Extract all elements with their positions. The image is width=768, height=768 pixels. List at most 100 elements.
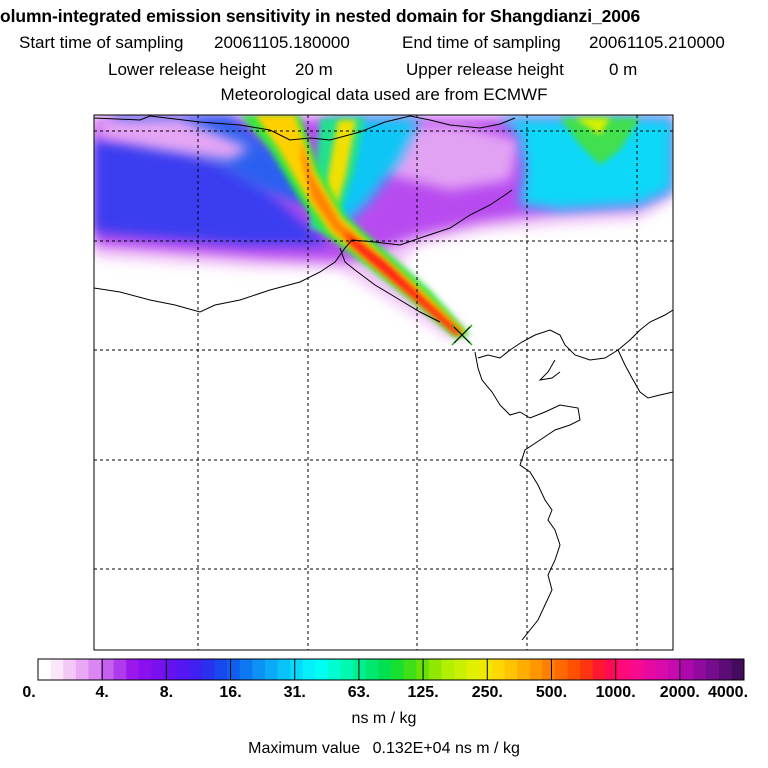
colorbar-cell: [718, 659, 732, 680]
coast-bohai: [474, 351, 581, 641]
colorbar-cell: [88, 659, 102, 680]
plot-title: olumn-integrated emission sensitivity in…: [0, 6, 641, 26]
colorbar-cell: [630, 659, 644, 680]
met-data-source: Meteorological data used are from ECMWF: [220, 85, 548, 104]
colorbar-cell: [353, 659, 367, 680]
colorbar-cell: [277, 659, 291, 680]
coast-liaodong: [477, 309, 673, 361]
colorbar-cell: [428, 659, 442, 680]
colorbar-cell: [38, 659, 52, 680]
plume-red-core: [345, 232, 462, 334]
colorbar-cell: [290, 659, 304, 680]
max-value-number: 0.132E+04: [372, 740, 451, 757]
colorbar-cell: [643, 659, 657, 680]
maximum-value: Maximum value 0.132E+04 ns m / kg: [0, 740, 768, 758]
colorbar-cell: [391, 659, 405, 680]
colorbar-cell: [176, 659, 190, 680]
colorbar-cell: [567, 659, 581, 680]
colorbar-frame: [37, 658, 745, 681]
colorbar-cells: [38, 659, 745, 680]
colorbar-cell: [479, 659, 493, 680]
colorbar-cell: [617, 659, 631, 680]
colorbar-cell: [466, 659, 480, 680]
colorbar-cell: [239, 659, 253, 680]
border-mongolia-south: [94, 189, 513, 313]
colorbar-cell: [315, 659, 329, 680]
colorbar-cell: [365, 659, 379, 680]
colorbar-cell: [529, 659, 543, 680]
colorbar-tick-label: 250.: [471, 684, 503, 701]
colorbar-cell: [75, 659, 89, 680]
lower-height-label: Lower release height: [108, 60, 266, 79]
end-time-value: 20061105.210000: [589, 33, 725, 52]
border-segment: [339, 247, 441, 323]
colorbar-tick-label: 4.: [95, 684, 109, 701]
colorbar-cell: [592, 659, 606, 680]
colorbar-tick-label: 63.: [347, 684, 371, 701]
colorbar-cell: [441, 659, 455, 680]
colorbar-cell: [454, 659, 468, 680]
colorbar-major-dividers: [101, 659, 681, 680]
colorbar-cell: [63, 659, 77, 680]
colorbar-cell: [302, 659, 316, 680]
sensitivity-blue-west: [94, 140, 330, 245]
colorbar-cell: [327, 659, 341, 680]
sensitivity-green-ne: [560, 118, 640, 165]
colorbar-cell: [151, 659, 165, 680]
colorbar-cell: [126, 659, 140, 680]
start-time-value: 20061105.180000: [214, 33, 350, 52]
start-time-label: Start time of sampling: [19, 33, 184, 52]
colorbar-cell: [201, 659, 215, 680]
upper-height-label: Upper release height: [406, 60, 564, 79]
max-value-units: ns m / kg: [454, 740, 520, 757]
colorbar-cell: [214, 659, 228, 680]
colorbar-cell: [504, 659, 518, 680]
colorbar-tick-label: 1000.: [595, 684, 636, 701]
colorbar-cell: [264, 659, 278, 680]
coastlines-borders: [94, 115, 673, 641]
colorbar-cell: [605, 659, 619, 680]
colorbar-tick-label: 125.: [407, 684, 439, 701]
colorbar-cell: [693, 659, 707, 680]
colorbar-tick-label: 0.: [22, 684, 36, 701]
colorbar-cell: [403, 659, 417, 680]
coast-korea: [617, 349, 673, 399]
colorbar-units: ns m / kg: [351, 710, 417, 727]
border-north: [94, 115, 516, 141]
colorbar-cell: [378, 659, 392, 680]
upper-height-value: 0 m: [609, 60, 638, 79]
colorbar-cell: [340, 659, 354, 680]
colorbar-cell: [101, 659, 115, 680]
max-value-label: Maximum value: [248, 740, 361, 757]
colorbar-tick-label: 16.: [219, 684, 242, 701]
colorbar-tick-label: 500.: [535, 684, 568, 701]
colorbar-cell: [491, 659, 505, 680]
colorbar-cell: [655, 659, 669, 680]
colorbar-cell: [227, 659, 241, 680]
colorbar-cell: [542, 659, 556, 680]
colorbar-cell: [50, 659, 64, 680]
border-china-korea: [538, 359, 561, 381]
colorbar-tick-label: 4000.: [707, 684, 749, 701]
sensitivity-field: [94, 115, 673, 340]
sensitivity-cyan-east: [500, 118, 673, 210]
sensitivity-yellow-ne: [575, 118, 610, 135]
colorbar-tick-label: 31.: [283, 684, 306, 701]
map-frame: [93, 114, 674, 651]
colorbar-cell: [252, 659, 266, 680]
colorbar-cell: [189, 659, 203, 680]
colorbar-cell: [706, 659, 720, 680]
colorbar-cell: [668, 659, 682, 680]
colorbar-cell: [580, 659, 594, 680]
colorbar-tick-label: 2000.: [659, 684, 700, 701]
colorbar-cell: [680, 659, 694, 680]
colorbar-cell: [517, 659, 531, 680]
colorbar-cell: [554, 659, 568, 680]
colorbar-cell: [164, 659, 178, 680]
x-marker-outline: [453, 326, 471, 344]
colorbar-cell: [113, 659, 127, 680]
colorbar-cell: [731, 659, 745, 680]
colorbar-tick-label: 8.: [159, 684, 174, 701]
